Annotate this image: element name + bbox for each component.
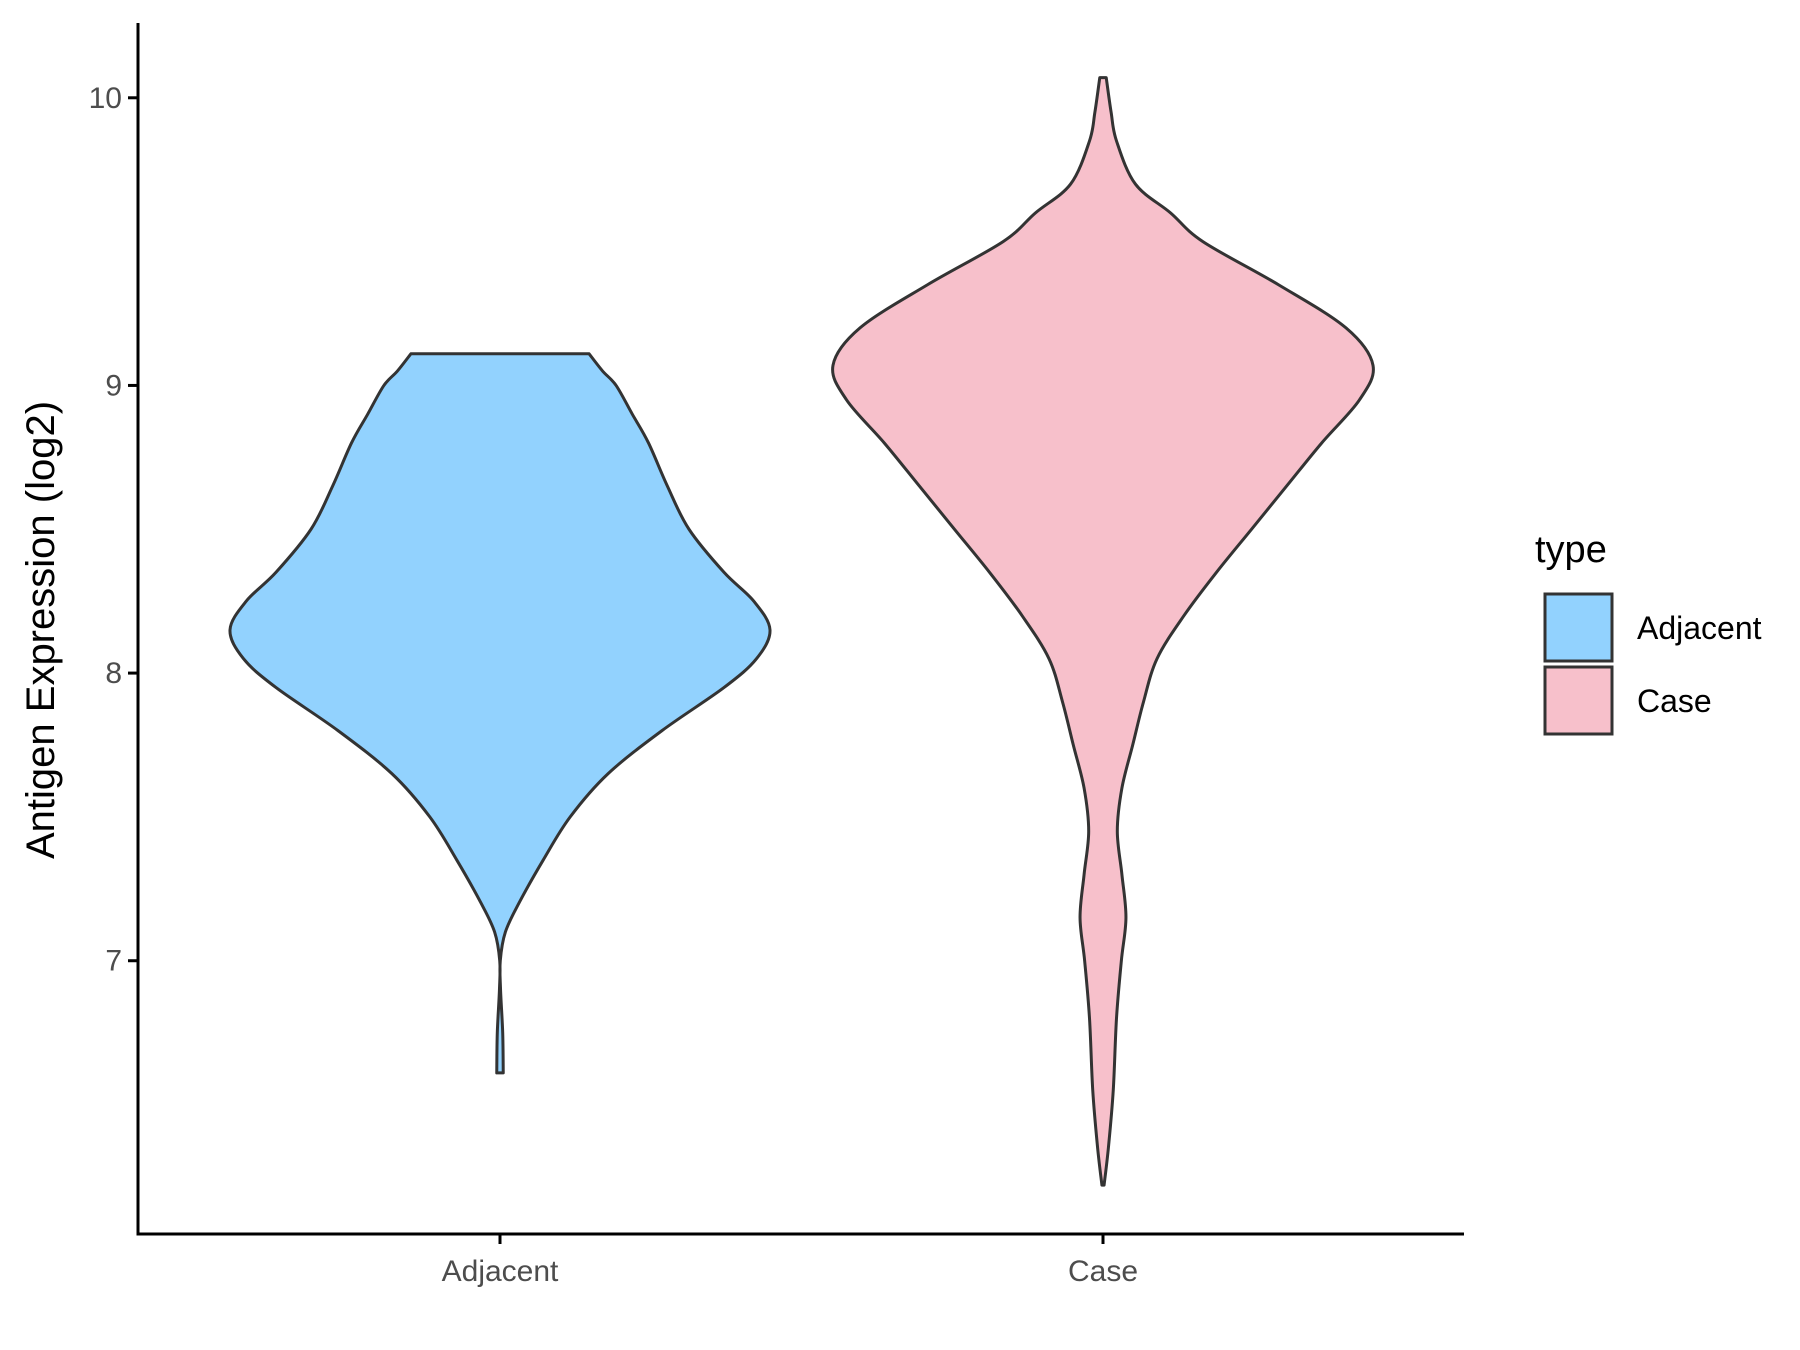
violin-case (831, 76, 1375, 1187)
x-tick-label: Adjacent (442, 1255, 559, 1288)
y-axis-title: Antigen Expression (log2) (19, 401, 63, 859)
legend: type Adjacent Case (1535, 529, 1762, 736)
legend-label-adjacent: Adjacent (1637, 610, 1762, 646)
x-ticks: Adjacent Case (442, 1234, 1138, 1288)
legend-swatch-case (1543, 665, 1614, 736)
legend-items: Adjacent Case (1543, 592, 1762, 736)
y-ticks: 7 8 9 10 (89, 82, 138, 978)
y-tick-label: 8 (105, 657, 122, 690)
y-tick-label: 10 (89, 82, 122, 115)
legend-title: type (1535, 529, 1607, 571)
violin-adjacent (228, 352, 772, 1075)
legend-label-case: Case (1637, 683, 1712, 719)
legend-swatch-adjacent (1543, 592, 1614, 663)
y-tick-label: 9 (105, 369, 122, 402)
y-tick-label: 7 (105, 945, 122, 978)
violin-layer (228, 76, 1375, 1187)
x-tick-label: Case (1068, 1255, 1138, 1288)
